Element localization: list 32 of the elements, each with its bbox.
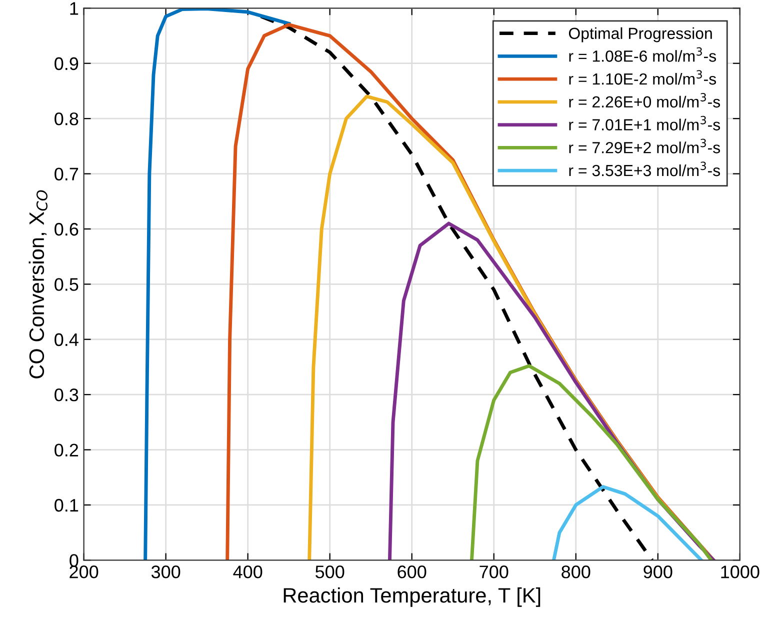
x-tick-label: 900 [644, 566, 672, 578]
legend-label: r = 1.10E-2 mol/m$^{3}$-s [569, 70, 716, 85]
x-tick-label: 600 [398, 566, 426, 578]
legend-label: r = 3.53E+3 mol/m$^{3}$-s [569, 162, 720, 176]
x-tick-label: 1000 [721, 566, 760, 578]
y-tick-label: 0.8 [54, 112, 78, 126]
x-tick-label: 200 [70, 566, 98, 578]
x-tick-label: 500 [316, 566, 344, 578]
y-tick-label: 0.9 [54, 57, 78, 70]
line-series [470, 364, 713, 560]
legend-label: r = 2.26E+0 mol/m$^{3}$-s [569, 92, 720, 108]
line-series [144, 8, 291, 560]
y-tick-label: 0.1 [54, 498, 78, 512]
x-tick-label: 400 [233, 566, 262, 578]
y-tick-label: 0.4 [54, 333, 78, 346]
y-tick-label: 0.2 [54, 444, 78, 456]
y-tick-label: 0 [70, 554, 78, 567]
legend-label: Optimal Progression [568, 27, 712, 42]
legend-label: r = 1.08E-6 mol/m$^{3}$-s [569, 47, 716, 62]
x-axis-title: Reaction Temperature, T [K] [284, 587, 540, 607]
y-tick-label: 0.5 [54, 278, 78, 291]
y-tick-label: 0.6 [54, 222, 78, 236]
x-tick-label: 300 [151, 566, 180, 578]
y-axis-title: CO Conversion, X$_{CO}$ [28, 190, 48, 378]
x-tick-label: 700 [480, 566, 508, 578]
y-tick-label: 1 [70, 2, 78, 15]
legend-label: r = 7.29E+2 mol/m$^{3}$-s [569, 138, 720, 154]
y-tick-label: 0.7 [54, 168, 78, 180]
y-tick-label: 0.3 [54, 388, 78, 402]
line-series [552, 485, 704, 560]
x-tick-label: 800 [562, 566, 590, 578]
legend-label: r = 7.01E+1 mol/m$^{3}$-s [569, 116, 720, 130]
